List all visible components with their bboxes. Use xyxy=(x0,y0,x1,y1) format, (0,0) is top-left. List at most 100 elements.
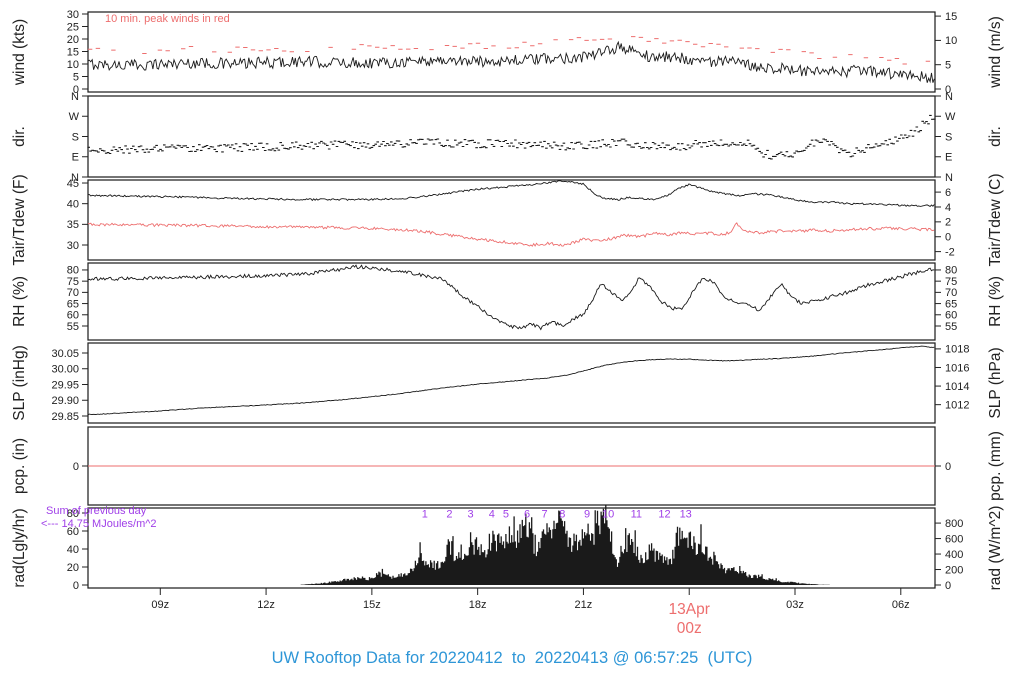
dir-tick-label-left: N xyxy=(71,172,79,184)
rad-hour-mark-4: 4 xyxy=(489,509,495,521)
temp-tick-label-right: -2 xyxy=(945,246,955,258)
time-label-18z: 18z xyxy=(469,599,487,611)
rad-hour-mark-2: 2 xyxy=(446,509,452,521)
axis-label-right-pcp: pcp. (mm) xyxy=(987,431,1004,501)
axis-label-left-slp: SLP (inHg) xyxy=(11,345,28,421)
axis-label-right-slp: SLP (hPa) xyxy=(987,347,1004,418)
rh-tick-label-right: 80 xyxy=(945,265,957,277)
time-label-21z: 21z xyxy=(575,599,593,611)
series-tair xyxy=(88,180,935,207)
series-rh xyxy=(87,264,935,331)
axis-label-left-dir: dir. xyxy=(11,126,28,147)
time-label-09z: 09z xyxy=(151,599,169,611)
rh-tick-label-right: 65 xyxy=(945,298,957,310)
panel-box-temp xyxy=(87,179,936,261)
temp-tick-label-right: 2 xyxy=(945,217,951,229)
time-label-00z: 00z xyxy=(677,620,702,637)
dir-tick-label-right: N xyxy=(945,91,953,103)
rad-hour-mark-10: 10 xyxy=(602,509,614,521)
dir-tick-label-left: W xyxy=(69,111,80,123)
temp-tick-label-left: 30 xyxy=(67,240,79,252)
temp-tick-label-left: 40 xyxy=(67,198,79,210)
rh-tick-label-left: 80 xyxy=(67,265,79,277)
rh-tick-label-right: 75 xyxy=(945,276,957,288)
time-label-15z: 15z xyxy=(363,599,381,611)
figure-title: UW Rooftop Data for 20220412 to 20220413… xyxy=(271,649,753,667)
rad-tick-label-right: 800 xyxy=(945,518,963,530)
rh-tick-label-right: 60 xyxy=(945,310,957,322)
axis-label-left-temp: Tair/Tdew (F) xyxy=(11,174,28,265)
wind-tick-label-left: 0 xyxy=(73,84,79,96)
slp-tick-label-right: 1016 xyxy=(945,362,969,374)
rad-hour-mark-8: 8 xyxy=(559,509,565,521)
slp-tick-label-right: 1014 xyxy=(945,381,969,393)
wind-tick-label-right: 10 xyxy=(945,35,957,47)
pcp-tick-label-left: 0 xyxy=(73,461,79,473)
rad-hour-mark-6: 6 xyxy=(524,509,530,521)
dir-tick-label-right: W xyxy=(945,111,956,123)
rad-hour-mark-13: 13 xyxy=(680,509,692,521)
wind-tick-label-left: 10 xyxy=(67,59,79,71)
rad-tick-label-left: 40 xyxy=(67,544,79,556)
dir-tick-label-left: N xyxy=(71,91,79,103)
dir-tick-label-right: E xyxy=(945,152,952,164)
axis-label-right-rad: rad (W/m^2) xyxy=(987,506,1004,591)
dir-tick-label-left: E xyxy=(72,152,79,164)
dir-tick-label-right: N xyxy=(945,172,953,184)
wind-tick-label-left: 15 xyxy=(67,46,79,58)
time-label-06z: 06z xyxy=(892,599,910,611)
rad-hour-mark-7: 7 xyxy=(542,509,548,521)
rad-hour-mark-11: 11 xyxy=(631,509,642,521)
axis-label-left-rad: rad(Lgly/hr) xyxy=(11,508,28,587)
peak-winds-note: 10 min. peak winds in red xyxy=(105,13,230,25)
axis-label-right-temp: Tair/Tdew (C) xyxy=(987,173,1004,266)
dir-tick-label-right: S xyxy=(945,131,952,143)
panel-box-slp xyxy=(87,342,936,424)
rad-hour-mark-12: 12 xyxy=(658,509,670,521)
wind-tick-label-left: 25 xyxy=(67,21,79,33)
series-slp xyxy=(87,345,935,416)
temp-tick-label-right: 6 xyxy=(945,187,951,199)
wind-tick-label-right: 5 xyxy=(945,60,951,72)
slp-tick-label-left: 29.90 xyxy=(51,395,79,407)
wind-tick-label-right: 15 xyxy=(945,11,957,23)
rad-tick-label-right: 400 xyxy=(945,549,963,561)
rad-tick-label-left: 0 xyxy=(73,580,79,592)
series-wind_speed xyxy=(87,40,935,84)
time-label-12z: 12z xyxy=(257,599,275,611)
axis-label-left-rh: RH (%) xyxy=(11,276,28,327)
slp-tick-label-right: 1018 xyxy=(945,344,969,356)
time-label-date: 13Apr xyxy=(669,601,710,618)
rad-hour-mark-5: 5 xyxy=(503,509,509,521)
panel-box-dir xyxy=(87,95,936,178)
rad-tick-label-right: 600 xyxy=(945,533,963,545)
dir-tick-label-left: S xyxy=(72,131,79,143)
slp-tick-label-left: 29.95 xyxy=(51,379,79,391)
wind-tick-label-left: 5 xyxy=(73,71,79,83)
axis-label-right-wind: wind (m/s) xyxy=(987,16,1004,88)
series-wind_direction xyxy=(87,114,936,160)
rh-tick-label-left: 65 xyxy=(67,298,79,310)
rad-hour-mark-9: 9 xyxy=(584,509,590,521)
axis-label-left-pcp: pcp. (in) xyxy=(11,438,28,494)
series-solar_radiation xyxy=(300,504,830,585)
slp-tick-label-left: 30.05 xyxy=(51,348,79,360)
pcp-tick-label-right: 0 xyxy=(945,461,951,473)
rad-sum-note-line1: Sum of previous day xyxy=(46,505,147,517)
rh-tick-label-left: 70 xyxy=(67,287,79,299)
rh-tick-label-left: 55 xyxy=(67,321,79,333)
panel-box-rh xyxy=(87,262,936,341)
series-peak_wind_10min xyxy=(87,36,931,65)
panel-box-rad xyxy=(87,507,936,589)
temp-tick-label-right: 0 xyxy=(945,232,951,244)
rh-tick-label-left: 75 xyxy=(67,276,79,288)
slp-tick-label-right: 1012 xyxy=(945,399,969,411)
rad-sum-note-line2: <--- 14.75 MJoules/m^2 xyxy=(41,518,157,530)
axis-label-right-rh: RH (%) xyxy=(987,276,1004,327)
axis-label-left-wind: wind (kts) xyxy=(11,19,28,86)
slp-tick-label-left: 29.85 xyxy=(51,411,79,423)
rad-tick-label-right: 0 xyxy=(945,580,951,592)
wind-tick-label-left: 20 xyxy=(67,34,79,46)
